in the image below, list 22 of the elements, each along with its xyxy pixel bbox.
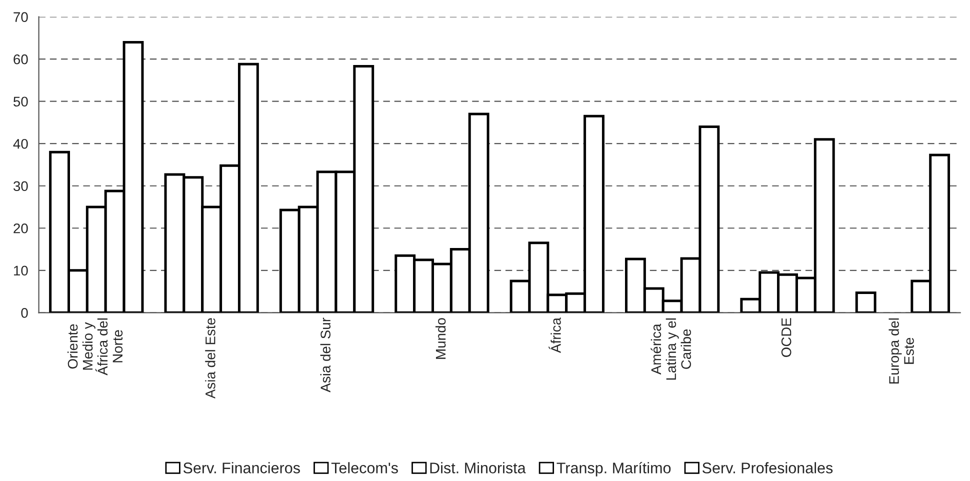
x-tick-label: África <box>548 318 561 353</box>
legend-label: Telecom's <box>331 462 398 474</box>
legend-label: Serv. Financieros <box>183 462 300 474</box>
x-tick-label: Asia del Este <box>205 318 216 399</box>
y-tick-label: 10 <box>14 266 28 276</box>
bar <box>855 292 876 313</box>
y-tick-label: 70 <box>14 12 28 22</box>
y-tick-label: 50 <box>13 96 28 107</box>
legend-label: Dist. Minorista <box>430 462 526 474</box>
y-tick-label: 60 <box>14 54 28 64</box>
x-tick-label: Asia del Sur <box>320 318 330 392</box>
x-tick-label: América Latina y el Caribe <box>650 318 692 380</box>
x-tick-label: Oriente Medio y África del Norte <box>67 318 123 376</box>
x-tick-label: Mundo <box>435 318 446 359</box>
y-tick-label: 20 <box>14 223 28 234</box>
x-tick-label: OCDE <box>781 318 792 357</box>
y-tick-label: 40 <box>13 138 28 149</box>
legend-label: Serv. Profesionales <box>702 462 833 474</box>
legend-label: Transp. Marítimo <box>556 462 671 476</box>
y-tick-label: 0 <box>21 308 28 318</box>
y-tick-label: 30 <box>13 181 28 192</box>
x-tick-label: Europa del Este <box>888 318 914 384</box>
